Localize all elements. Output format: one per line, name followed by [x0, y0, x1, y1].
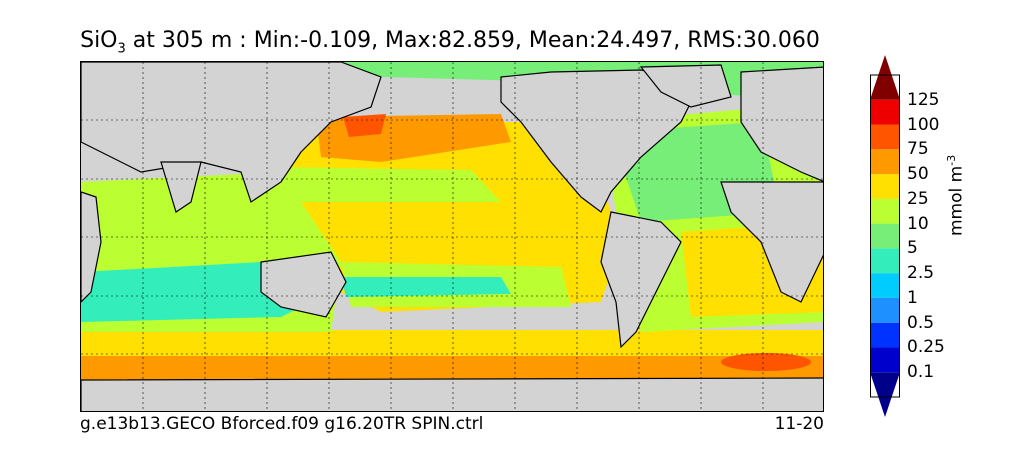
colorbar-tick-label: 75: [907, 139, 929, 160]
colorbar-tick-label: 2.5: [907, 263, 935, 284]
colorbar-swatch: [870, 347, 900, 373]
colorbar-swatch: [870, 322, 900, 348]
colorbar-outline: [870, 74, 900, 398]
africa-east: [81, 191, 102, 303]
colorbar-tick-label: 0.25: [907, 337, 945, 358]
southern-yellow-band: [81, 330, 823, 356]
colorbar-swatch: [870, 372, 900, 417]
time-period: 11-20: [774, 414, 824, 434]
colorbar-swatch: [870, 223, 900, 249]
colorbar-tick-label: 125: [907, 89, 940, 110]
antarctica: [81, 377, 823, 411]
units-base: mmol m: [946, 165, 967, 236]
south-pacific-teal: [341, 277, 511, 297]
colorbar-tick-label: 0.1: [907, 362, 935, 383]
world-map: [80, 61, 824, 412]
kamchatka-max: [343, 114, 386, 137]
colorbar-swatch: [870, 198, 900, 224]
colorbar-swatch: [870, 55, 900, 100]
colorbar-swatch: [870, 124, 900, 150]
colorbar-swatch: [870, 297, 900, 323]
colorbar-tick-label: 0.5: [907, 312, 935, 333]
colorbar-tick-label: 10: [907, 213, 929, 234]
south-america: [600, 211, 682, 349]
asia-east: [81, 62, 382, 203]
colorbar-swatch: [870, 149, 900, 175]
lat-lon-grid: [81, 62, 823, 411]
india: [160, 161, 202, 213]
greenland: [639, 64, 732, 108]
title-species: SiO: [80, 28, 118, 53]
north-america: [500, 69, 702, 213]
southern-max: [721, 353, 811, 371]
map-svg: [81, 62, 823, 411]
colorbar-tick-label: 50: [907, 164, 929, 185]
title-subscript: 3: [117, 41, 126, 57]
colorbar-tick-label: 25: [907, 188, 929, 209]
colorbar-swatch: [870, 273, 900, 298]
colorbar-tick-label: 100: [907, 114, 940, 135]
colorbar-tick-label: 1: [907, 287, 918, 308]
colorbar-units: mmol m-3: [945, 155, 967, 236]
north-pacific-gyre: [281, 167, 501, 202]
colorbar: [870, 55, 900, 417]
africa: [720, 181, 823, 303]
colorbar-swatch: [870, 248, 900, 274]
australia: [260, 251, 347, 318]
continents: [81, 62, 823, 411]
title-stats: at 305 m : Min:-0.109, Max:82.859, Mean:…: [125, 28, 820, 53]
colorbar-tick-label: 5: [907, 238, 918, 259]
map-title: SiO3 at 305 m : Min:-0.109, Max:82.859, …: [0, 28, 900, 56]
colorbar-swatch: [870, 174, 900, 199]
colorbar-swatch: [870, 99, 900, 125]
units-exponent: -3: [945, 154, 958, 166]
eurasia-west: [740, 66, 823, 182]
run-name: g.e13b13.GECO Bforced.f09 g16.20TR SPIN.…: [80, 414, 484, 434]
